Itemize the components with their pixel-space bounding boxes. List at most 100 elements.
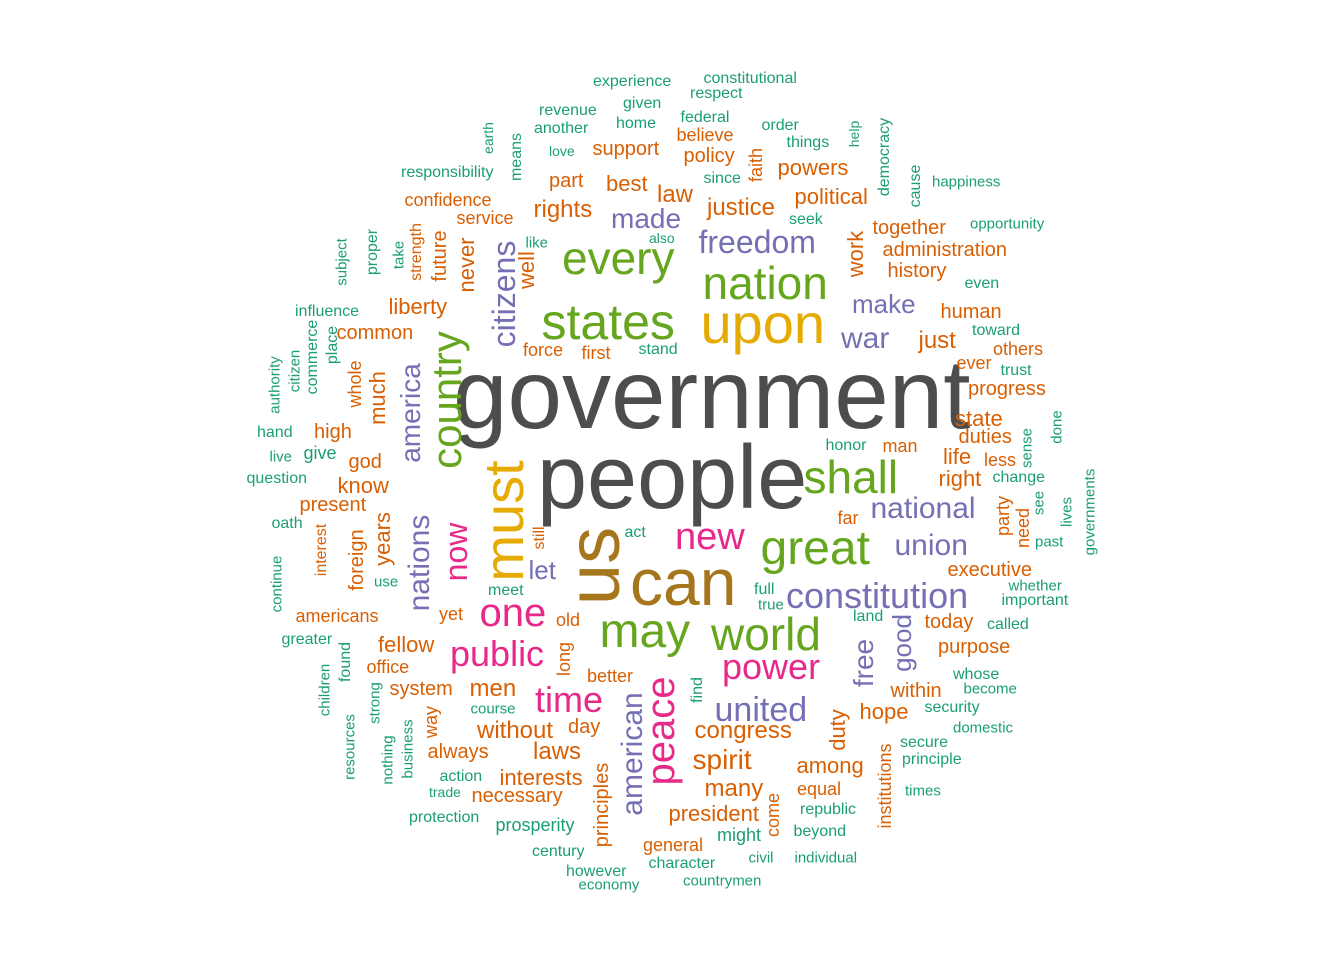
word-life: life	[943, 444, 972, 469]
word-secure: secure	[900, 734, 949, 751]
word-may: may	[599, 605, 691, 658]
word-country: country	[422, 331, 470, 469]
word-today: today	[924, 611, 974, 633]
word-institutions: institutions	[875, 743, 896, 829]
word-never: never	[454, 237, 480, 293]
word-old: old	[556, 610, 581, 630]
word-nations: nations	[402, 514, 436, 612]
word-course: course	[470, 700, 516, 718]
word-whether: whether	[1008, 577, 1062, 595]
word-upon: upon	[700, 292, 826, 355]
word-seek: seek	[789, 211, 823, 228]
word-principle: principle	[902, 751, 962, 768]
word-experience: experience	[593, 73, 672, 90]
word-sense: sense	[1018, 427, 1036, 469]
word-however: however	[566, 863, 627, 880]
word-meet: meet	[488, 582, 524, 599]
word-law: law	[657, 181, 694, 208]
word-whose: whose	[953, 666, 1000, 683]
word-make: make	[852, 289, 916, 319]
word-others: others	[993, 339, 1044, 359]
word-laws: laws	[533, 738, 582, 765]
word-day: day	[568, 716, 601, 738]
word-liberty: liberty	[388, 294, 448, 319]
word-duty: duty	[824, 709, 850, 751]
word-party: party	[993, 495, 1014, 537]
word-past: past	[1035, 533, 1064, 551]
word-act: act	[624, 524, 646, 541]
word-america: america	[394, 363, 426, 463]
word-made: made	[611, 203, 682, 234]
word-whole: whole	[345, 360, 366, 408]
word-question: question	[246, 470, 308, 487]
word-freedom: freedom	[698, 224, 816, 260]
word-necessary: necessary	[471, 785, 563, 807]
word-many: many	[704, 775, 764, 802]
word-constitutional: constitutional	[703, 70, 797, 87]
word-general: general	[643, 835, 704, 855]
word-also: also	[649, 230, 675, 246]
word-citizen: citizen	[286, 349, 304, 393]
word-means: means	[508, 132, 526, 182]
word-every: every	[562, 232, 675, 284]
word-us: us	[552, 526, 636, 606]
word-much: much	[364, 371, 390, 425]
word-called: called	[987, 616, 1029, 633]
word-home: home	[616, 115, 657, 132]
word-men: men	[469, 675, 517, 702]
word-national: national	[870, 492, 976, 525]
word-americans: americans	[295, 606, 379, 626]
word-important: important	[1001, 592, 1069, 609]
word-policy: policy	[683, 145, 735, 167]
word-times: times	[905, 782, 941, 800]
word-among: among	[796, 753, 864, 778]
word-business: business	[399, 719, 417, 779]
word-god: god	[348, 451, 382, 473]
word-revenue: revenue	[539, 102, 597, 119]
word-greater: greater	[281, 631, 333, 648]
word-man: man	[882, 436, 918, 456]
word-democracy: democracy	[876, 117, 894, 197]
word-since: since	[703, 170, 741, 187]
word-long: long	[554, 641, 575, 677]
word-respect: respect	[690, 85, 743, 102]
word-equal: equal	[797, 779, 842, 799]
word-right: right	[938, 466, 982, 491]
word-president: president	[668, 801, 760, 826]
word-well: well	[513, 251, 539, 289]
word-federal: federal	[680, 109, 730, 126]
word-interests: interests	[499, 765, 583, 790]
word-great: great	[760, 522, 870, 575]
word-less: less	[984, 450, 1017, 470]
word-subject: subject	[333, 238, 351, 286]
word-another: another	[534, 120, 589, 137]
word-new: new	[675, 516, 745, 558]
word-world: world	[711, 608, 821, 660]
word-present: present	[299, 494, 367, 516]
word-nation: nation	[702, 257, 828, 309]
word-responsibility: responsibility	[401, 164, 494, 181]
word-without: without	[477, 717, 554, 744]
word-union: union	[894, 529, 968, 562]
word-know: know	[337, 473, 389, 498]
word-purpose: purpose	[938, 636, 1011, 658]
word-become: become	[963, 680, 1017, 698]
word-yet: yet	[439, 604, 464, 624]
word-change: change	[992, 469, 1046, 486]
word-progress: progress	[968, 378, 1046, 400]
word-civil: civil	[748, 849, 774, 867]
word-resources: resources	[341, 714, 359, 780]
word-place: place	[324, 325, 342, 365]
word-office: office	[366, 657, 410, 677]
word-one: one	[479, 591, 547, 635]
word-full: full	[754, 581, 775, 598]
word-influence: influence	[295, 303, 360, 320]
word-way: way	[421, 705, 442, 739]
word-beyond: beyond	[793, 823, 847, 840]
word-countrymen: countrymen	[683, 872, 762, 890]
word-service: service	[456, 208, 514, 228]
word-might: might	[717, 825, 762, 845]
word-trust: trust	[1000, 362, 1032, 379]
word-interest: interest	[313, 523, 331, 577]
word-individual: individual	[794, 849, 858, 867]
